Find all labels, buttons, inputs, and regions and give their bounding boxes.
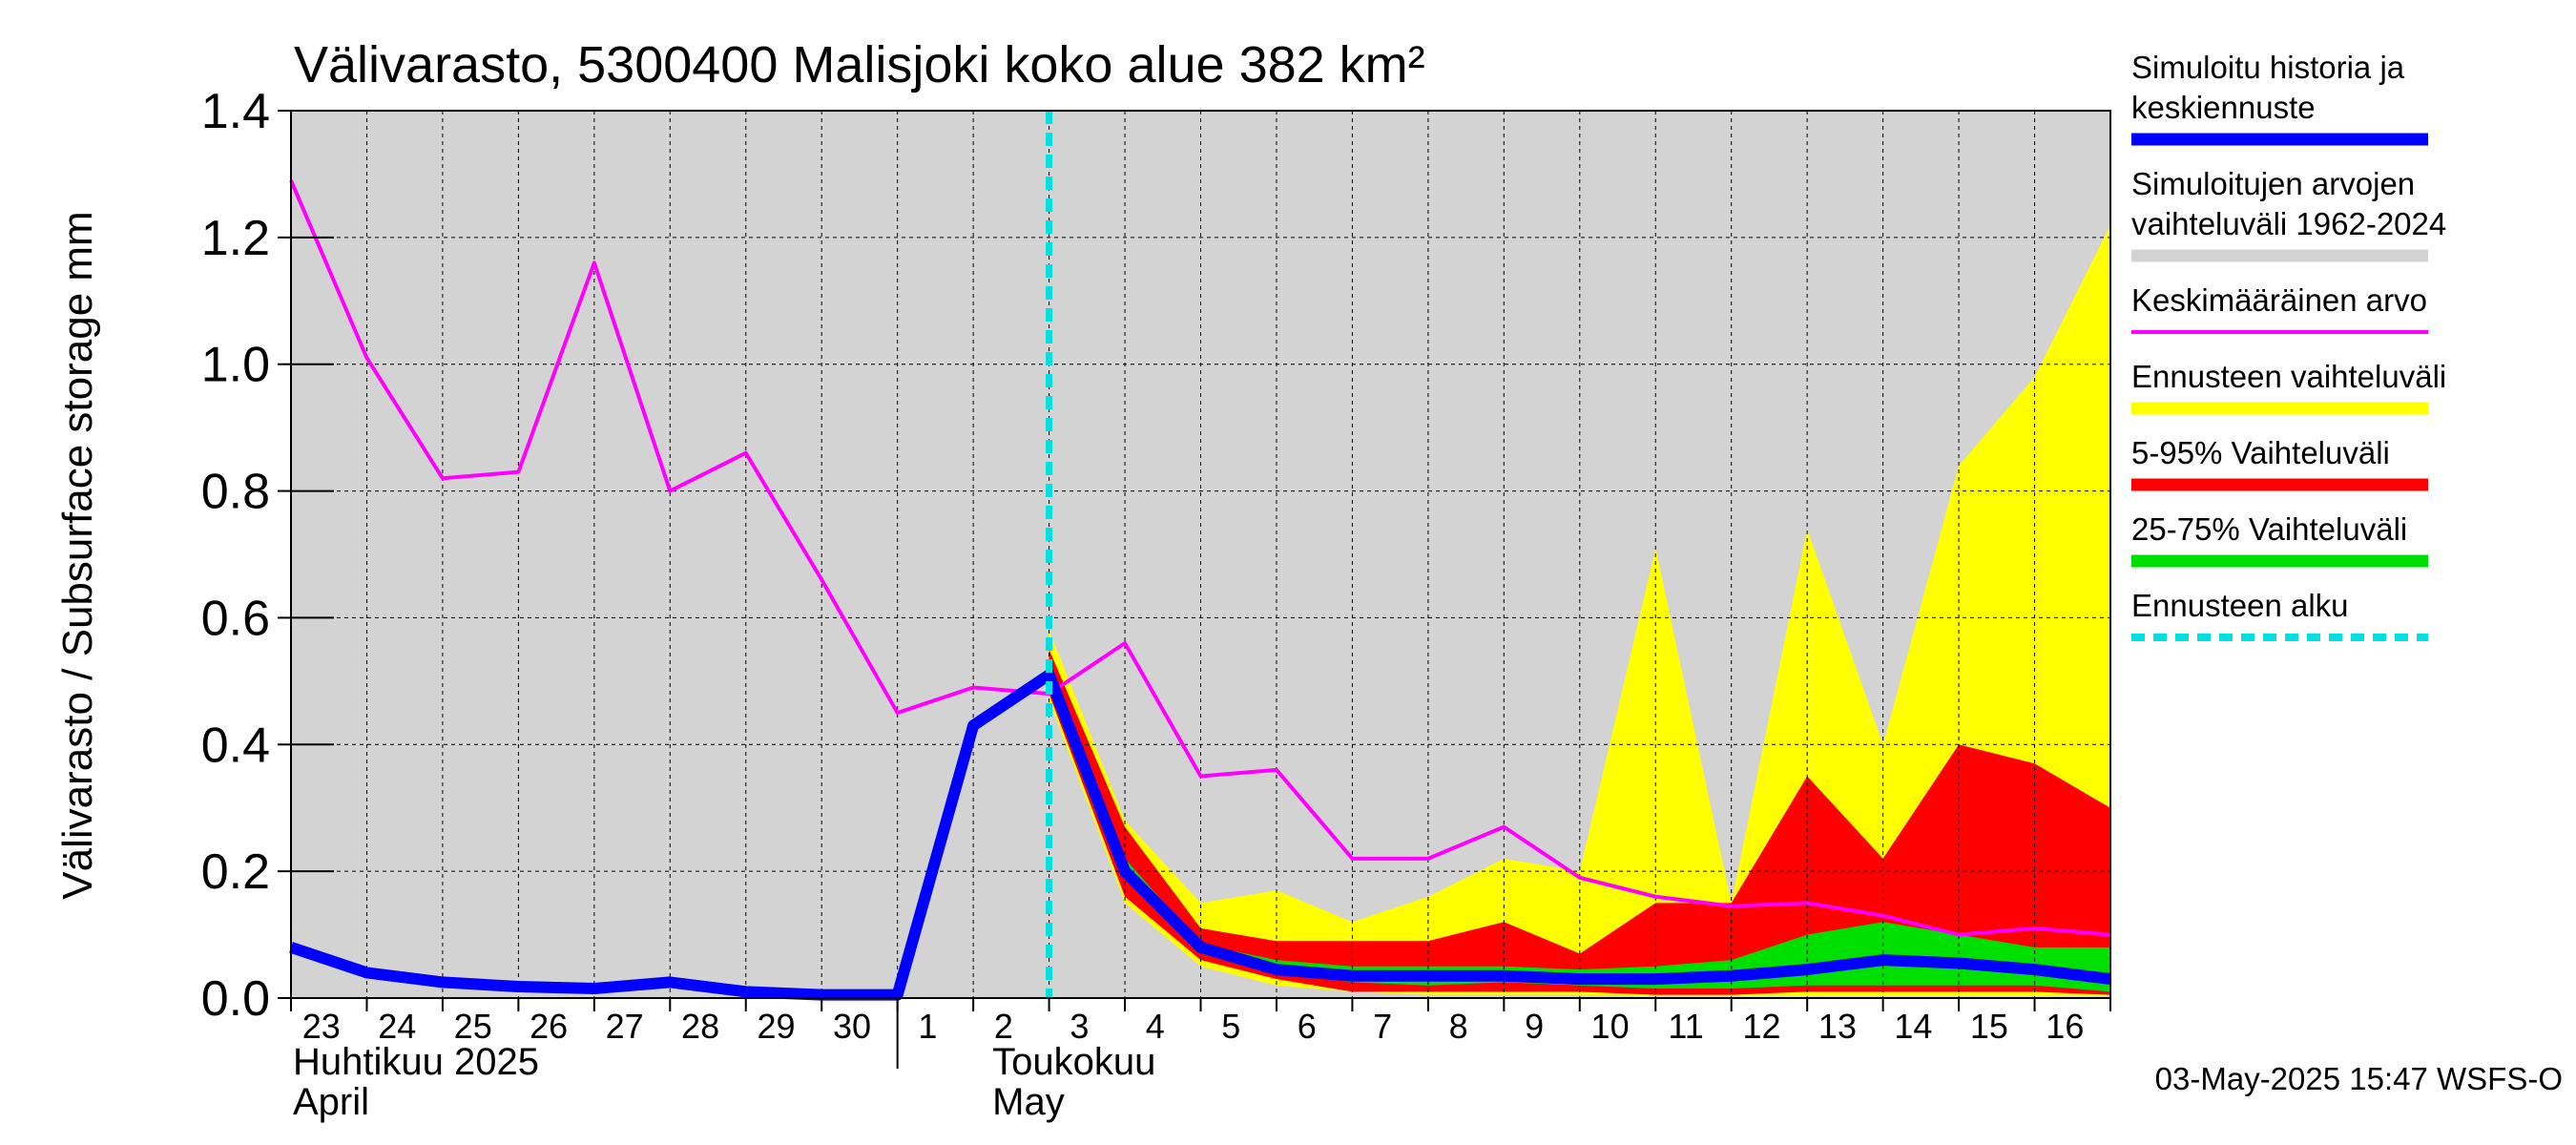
month-label-en: May — [992, 1081, 1065, 1123]
legend-label: Ennusteen vaihteluväli — [2131, 359, 2446, 394]
month-label-en: April — [293, 1081, 369, 1123]
y-tick-label: 0.6 — [201, 591, 270, 646]
legend-label: Ennusteen alku — [2131, 588, 2349, 623]
x-tick-label: 2 — [994, 1007, 1013, 1046]
x-tick-label: 5 — [1221, 1007, 1240, 1046]
x-tick-label: 3 — [1070, 1007, 1089, 1046]
y-tick-label: 1.2 — [201, 211, 270, 266]
legend: Simuloitu historia ja keskiennuste Simuloi… — [2131, 50, 2446, 641]
month-label: Huhtikuu 2025 — [293, 1041, 539, 1083]
axes: 0.00.20.40.60.81.01.21.423 24 25 26 27 28 29 30… — [201, 84, 2111, 1123]
x-tick-label: 6 — [1298, 1007, 1317, 1046]
legend-label: Simuloitu historia ja — [2131, 50, 2405, 85]
y-tick-label: 0.4 — [201, 718, 270, 773]
x-tick-label: 15 — [1970, 1007, 2008, 1046]
x-tick-label: 8 — [1449, 1007, 1468, 1046]
x-tick-label: 28 — [681, 1007, 719, 1046]
plot-area — [289, 110, 2111, 1001]
x-tick-label: 9 — [1525, 1007, 1544, 1046]
legend-label: vaihteluväli 1962-2024 — [2131, 206, 2446, 241]
y-tick-label: 0.8 — [201, 465, 270, 520]
x-tick-label: 14 — [1894, 1007, 1932, 1046]
line-keskim-r-inen-arvo — [289, 179, 2111, 937]
timestamp: 03-May-2025 15:47 WSFS-O — [2155, 1061, 2563, 1096]
x-tick-label: 27 — [606, 1007, 644, 1046]
x-tick-label: 30 — [833, 1007, 871, 1046]
y-tick-label: 1.0 — [201, 338, 270, 393]
x-tick-label: 25 — [454, 1007, 492, 1046]
legend-label: Keskimääräinen arvo — [2131, 282, 2427, 318]
x-tick-label: 12 — [1742, 1007, 1780, 1046]
x-tick-label: 13 — [1818, 1007, 1857, 1046]
x-tick-label: 4 — [1146, 1007, 1165, 1046]
x-tick-label: 29 — [758, 1007, 796, 1046]
band-25-75-vaihteluv-li — [1049, 668, 2110, 992]
legend-label: 5-95% Vaihteluväli — [2131, 435, 2390, 470]
x-tick-label: 24 — [378, 1007, 416, 1046]
line-simuloitu-historia-ja-keskiennuste — [289, 669, 2111, 1001]
y-axis-label: Välivarasto / Subsurface storage mm — [54, 211, 101, 899]
legend-label: Simuloitujen arvojen — [2131, 166, 2415, 201]
chart-title: Välivarasto, 5300400 Malisjoki koko alue… — [294, 36, 1425, 94]
x-tick-label: 26 — [530, 1007, 568, 1046]
x-tick-label: 23 — [302, 1007, 341, 1046]
y-tick-label: 0.0 — [201, 971, 270, 1027]
y-tick-label: 0.2 — [201, 844, 270, 900]
x-tick-label: 10 — [1591, 1007, 1630, 1046]
month-label: Toukokuu — [992, 1041, 1155, 1083]
band-ennusteen-vaihteluv-li — [1049, 224, 2110, 997]
x-tick-label: 16 — [2046, 1007, 2084, 1046]
x-tick-label: 1 — [918, 1007, 937, 1046]
y-tick-label: 1.4 — [201, 84, 270, 139]
legend-label: keskiennuste — [2131, 90, 2316, 125]
x-tick-label: 11 — [1668, 1007, 1703, 1046]
legend-label: 25-75% Vaihteluväli — [2131, 511, 2407, 547]
x-tick-label: 7 — [1373, 1007, 1392, 1046]
